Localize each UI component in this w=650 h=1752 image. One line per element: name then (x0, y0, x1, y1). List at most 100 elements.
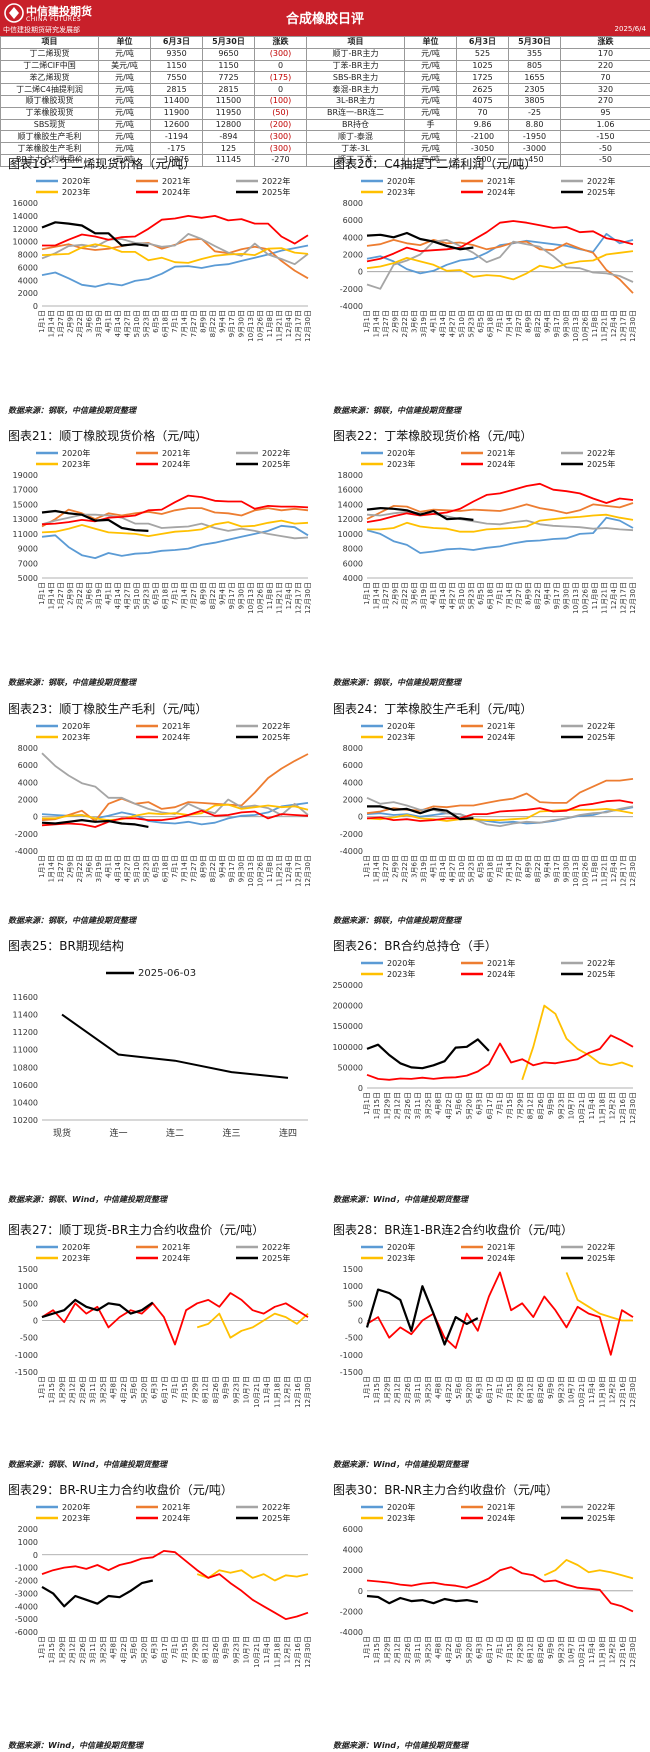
x-tick-label: 10月26日 (582, 855, 590, 887)
series-line (41, 1298, 154, 1319)
x-tick-label: 4月22日 (445, 1376, 453, 1403)
x-tick-label: 6月18日 (487, 310, 495, 337)
column-header: 涨跌 (254, 36, 307, 49)
legend-label: 2022年 (587, 176, 615, 186)
x-tick-label: 9月23日 (232, 1636, 240, 1663)
legend-label: 2024年 (487, 187, 515, 197)
y-tick-label: -1500 (15, 1368, 38, 1377)
x-tick-label: 4月27日 (124, 310, 132, 337)
x-tick-label: 12月17日 (620, 310, 628, 342)
chart-c23: 2020年 2021年 2022年 2023年 2024年 2025年 -4000 -2000… (15, 721, 312, 887)
y-tick-label: 8000 (343, 545, 363, 554)
y-tick-label: -2000 (15, 1577, 38, 1586)
x-tick-label: 1月14日 (373, 855, 381, 882)
y-tick-label: -4000 (340, 302, 363, 311)
x-tick-label: 3月6日 (86, 310, 94, 333)
y-tick-label: 6000 (343, 559, 363, 568)
legend-label: 2021年 (487, 448, 515, 458)
table-cell: 1.06 (560, 118, 650, 132)
x-tick-label: 9月23日 (557, 1376, 565, 1403)
x-tick-label: 12月17日 (620, 855, 628, 887)
legend-label: 2025年 (262, 187, 290, 197)
x-tick-label: 5月10日 (133, 855, 141, 882)
x-tick-label: 11月21日 (276, 310, 284, 342)
y-tick-label: 4000 (343, 233, 363, 242)
x-tick-label: 1月1日 (363, 1636, 371, 1659)
x-tick-label: 8月22日 (209, 582, 217, 609)
x-tick-label: 7月29日 (191, 1636, 199, 1663)
y-tick-label: 500 (23, 1299, 38, 1308)
x-tick-label: 8月9日 (200, 310, 208, 333)
x-tick-label: 10月13日 (247, 582, 255, 614)
x-tick-label: 7月14日 (181, 855, 189, 882)
y-tick-label: 4000 (343, 1546, 363, 1555)
x-tick-label: 3月19日 (420, 582, 428, 609)
legend-label: 2025年 (587, 187, 615, 197)
y-tick-label: 0 (358, 813, 363, 822)
legend-label: 2022年 (262, 721, 290, 731)
legend-label: 2022年 (587, 448, 615, 458)
x-tick-label: 11月18日 (598, 1376, 606, 1408)
x-tick-label: 4月8日 (110, 1636, 118, 1659)
x-tick-label: 12月16日 (294, 1636, 302, 1668)
x-tick-label: 7月1日 (171, 1636, 179, 1659)
series-line (366, 507, 474, 521)
series-line (41, 1550, 309, 1620)
legend-label: 2025年 (587, 969, 615, 979)
series-line (41, 243, 309, 264)
column-header: 6月3日 (150, 36, 203, 49)
table-cell: 70 (560, 71, 650, 85)
chart-c28: 2020年 2021年 2022年 2023年 2024年 2025年 -1500 -1000… (340, 1242, 637, 1408)
y-tick-label: 1000 (18, 1538, 38, 1547)
series-line (41, 509, 149, 532)
x-tick-label: 12月17日 (620, 582, 628, 614)
chart-caption: 图表30：BR-NR主力合约收盘价（元/吨） (333, 1483, 559, 1497)
x-tick-label: 8月22日 (534, 310, 542, 337)
x-tick-label: 3月19日 (95, 855, 103, 882)
chart-c22: 2020年 2021年 2022年 2023年 2024年 2025年 4000 6000 80… (338, 448, 637, 614)
x-tick-label: 连三 (222, 1127, 240, 1139)
table-cell: 0 (254, 83, 307, 96)
table-cell: 元/吨 (98, 142, 151, 155)
x-tick-label: 3月11日 (414, 1636, 422, 1663)
x-tick-label: 3月19日 (420, 310, 428, 337)
x-tick-label: 11月4日 (588, 1092, 596, 1119)
table-cell: 7550 (150, 71, 203, 85)
x-tick-label: 6月17日 (161, 1376, 169, 1403)
x-tick-label: 6月3日 (151, 1376, 159, 1399)
x-tick-label: 7月1日 (496, 1092, 504, 1115)
legend-label: 2021年 (162, 721, 190, 731)
x-tick-label: 1月1日 (363, 310, 371, 333)
x-tick-label: 7月1日 (496, 855, 504, 878)
x-tick-label: 11月8日 (266, 855, 274, 882)
x-tick-label: 12月30日 (629, 310, 637, 342)
x-tick-label: 2月9日 (67, 582, 75, 605)
legend-label: 2020年 (387, 1242, 415, 1252)
x-tick-label: 12月2日 (609, 1376, 617, 1403)
x-tick-label: 11月21日 (601, 855, 609, 887)
x-tick-label: 4月14日 (439, 855, 447, 882)
x-tick-label: 1月27日 (57, 855, 65, 882)
table-cell: -1950 (508, 130, 561, 144)
x-tick-label: 8月22日 (534, 582, 542, 609)
y-tick-label: 14000 (13, 212, 38, 221)
x-tick-label: 11月18日 (598, 1636, 606, 1668)
x-tick-label: 连一 (109, 1127, 127, 1139)
y-tick-label: 1500 (343, 1265, 363, 1274)
series-line (366, 1271, 634, 1356)
x-tick-label: 12月30日 (629, 1636, 637, 1668)
x-tick-label: 9月9日 (547, 1092, 555, 1115)
x-tick-label: 5月10日 (458, 582, 466, 609)
x-tick-label: 4月14日 (439, 310, 447, 337)
table-cell: -3050 (456, 142, 509, 155)
table-cell: 顺丁橡胶现货 (0, 94, 99, 108)
x-tick-label: 5月10日 (133, 310, 141, 337)
y-tick-label: 2000 (343, 796, 363, 805)
x-tick-label: 4月27日 (124, 855, 132, 882)
x-tick-label: 2月22日 (401, 855, 409, 882)
x-tick-label: 10月21日 (578, 1636, 586, 1668)
x-tick-label: 8月26日 (212, 1636, 220, 1663)
legend-label: 2025年 (262, 732, 290, 742)
table-cell: 11950 (202, 106, 255, 120)
x-tick-label: 6月3日 (476, 1092, 484, 1115)
